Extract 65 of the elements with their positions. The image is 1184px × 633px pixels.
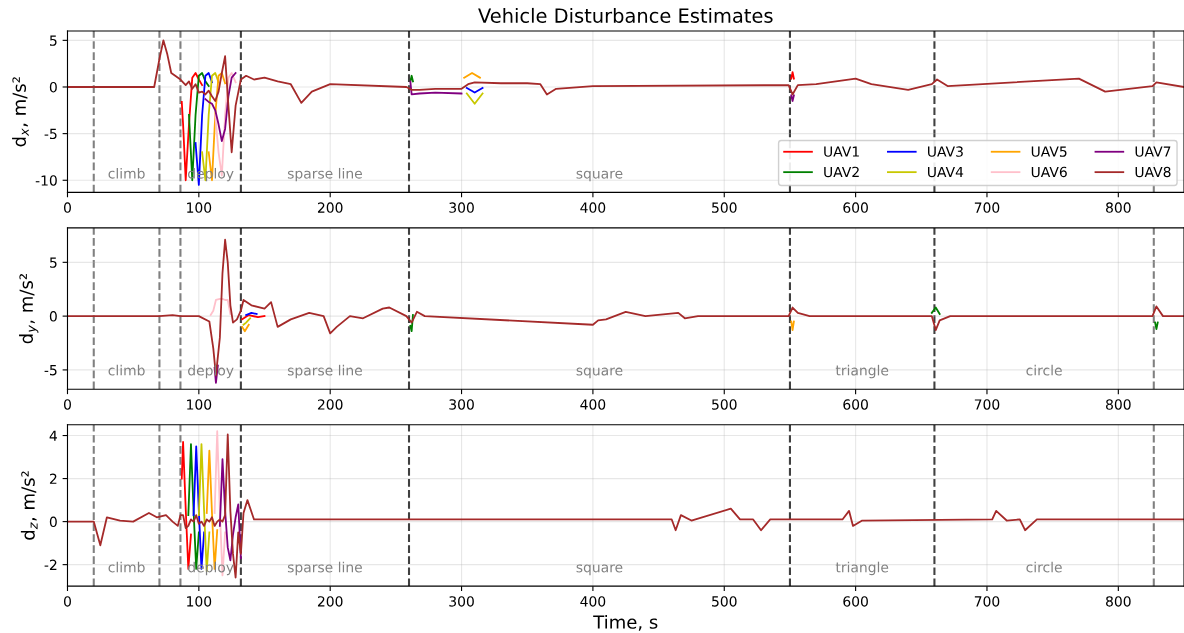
y-tick-label: 0 bbox=[49, 516, 57, 528]
x-tick-label: 0 bbox=[63, 596, 71, 607]
y-tick-label: 2 bbox=[49, 473, 57, 484]
annotation: circle bbox=[1026, 561, 1062, 573]
y-axis-title: d$_{z}$, m/s² bbox=[20, 471, 38, 540]
x-tick-label: 300 bbox=[449, 202, 474, 213]
x-tick-label: 800 bbox=[1106, 596, 1131, 607]
annotation: climb bbox=[108, 364, 145, 376]
y-tick-label: -5 bbox=[44, 128, 57, 140]
x-tick-label: 500 bbox=[712, 202, 737, 213]
x-tick-label: 400 bbox=[580, 202, 606, 213]
annotation: sparse line bbox=[287, 167, 362, 182]
legend-label: UAV7 bbox=[1135, 146, 1171, 157]
legend-label: UAV4 bbox=[928, 166, 964, 178]
legend-label: UAV5 bbox=[1031, 146, 1067, 157]
annotation: climb bbox=[108, 561, 145, 573]
y-tick-label: 5 bbox=[50, 35, 57, 46]
chart-title: Vehicle Disturbance Estimates bbox=[478, 7, 773, 23]
y-axis-title: d$_{y}$, m/s² bbox=[19, 274, 39, 344]
x-tick-label: 0 bbox=[63, 202, 71, 213]
legend-label: UAV6 bbox=[1031, 166, 1067, 178]
x-tick-label: 700 bbox=[974, 596, 1000, 607]
x-tick-label: 400 bbox=[580, 399, 606, 410]
legend-label: UAV3 bbox=[928, 146, 963, 157]
annotation: sparse line bbox=[287, 561, 362, 576]
annotation: square bbox=[576, 367, 623, 379]
x-tick-label: 100 bbox=[187, 399, 212, 410]
y-tick-label: -5 bbox=[44, 365, 57, 376]
annotation: circle bbox=[1026, 364, 1062, 376]
x-tick-label: 500 bbox=[712, 596, 737, 607]
x-tick-label: 800 bbox=[1106, 202, 1131, 213]
y-axis-title: d$_{x}$, m/s² bbox=[12, 77, 29, 147]
x-tick-label: 200 bbox=[317, 202, 343, 213]
x-tick-label: 300 bbox=[449, 596, 474, 607]
x-tick-label: 100 bbox=[187, 202, 212, 213]
annotation: square bbox=[576, 564, 623, 576]
y-tick-label: -2 bbox=[44, 559, 57, 570]
y-tick-label: 0 bbox=[49, 311, 57, 322]
x-tick-label: 300 bbox=[449, 399, 474, 410]
annotation: sparse line bbox=[287, 364, 362, 379]
legend-label: UAV1 bbox=[824, 146, 859, 157]
x-tick-label: 100 bbox=[187, 596, 212, 607]
legend-label: UAV8 bbox=[1135, 166, 1171, 178]
x-tick-label: 600 bbox=[843, 399, 868, 410]
x-tick-label: 0 bbox=[63, 399, 71, 410]
x-tick-label: 700 bbox=[974, 399, 1000, 410]
x-tick-label: 200 bbox=[317, 399, 343, 410]
annotation: deploy bbox=[188, 561, 234, 576]
annotation: triangle bbox=[835, 561, 889, 576]
x-tick-label: 500 bbox=[712, 399, 737, 410]
x-tick-label: 600 bbox=[843, 202, 868, 213]
annotation: triangle bbox=[835, 364, 889, 379]
y-tick-label: 4 bbox=[49, 430, 57, 441]
y-tick-label: -10 bbox=[35, 175, 57, 186]
legend-label: UAV2 bbox=[824, 166, 859, 178]
annotation: square bbox=[576, 170, 623, 182]
x-tick-label: 200 bbox=[317, 596, 343, 607]
x-tick-label: 800 bbox=[1106, 399, 1131, 410]
annotation: climb bbox=[108, 167, 145, 179]
y-tick-label: 5 bbox=[50, 257, 57, 268]
x-tick-label: 400 bbox=[580, 596, 606, 607]
x-axis-title: Time, s bbox=[593, 614, 658, 631]
x-tick-label: 700 bbox=[974, 202, 1000, 213]
x-tick-label: 600 bbox=[843, 596, 868, 607]
y-tick-label: 0 bbox=[49, 81, 57, 93]
